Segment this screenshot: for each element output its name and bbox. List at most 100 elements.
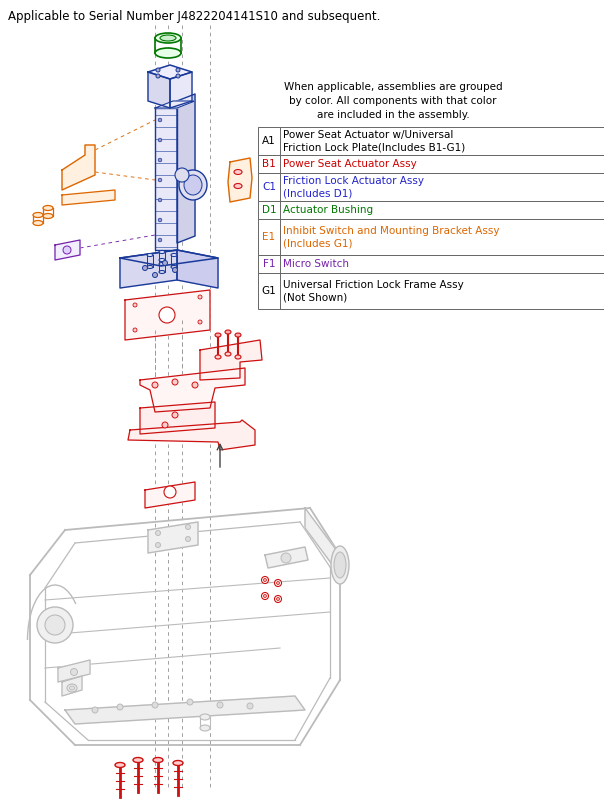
Ellipse shape (159, 262, 165, 266)
Text: A1: A1 (262, 136, 276, 146)
Polygon shape (148, 65, 192, 79)
Ellipse shape (235, 333, 241, 337)
Circle shape (175, 168, 189, 182)
Ellipse shape (171, 254, 177, 257)
Circle shape (274, 579, 281, 586)
Ellipse shape (67, 684, 77, 692)
Ellipse shape (225, 352, 231, 356)
Circle shape (158, 218, 162, 222)
Bar (258, 273, 604, 309)
Polygon shape (177, 250, 218, 288)
Text: Inhibit Switch and Mounting Bracket Assy
(Includes G1): Inhibit Switch and Mounting Bracket Assy… (283, 226, 500, 249)
Text: G1: G1 (262, 286, 277, 296)
Circle shape (185, 525, 190, 530)
Ellipse shape (234, 184, 242, 189)
Circle shape (159, 307, 175, 323)
Ellipse shape (69, 686, 74, 690)
Polygon shape (125, 290, 210, 340)
Ellipse shape (234, 169, 242, 174)
Circle shape (152, 272, 158, 278)
Circle shape (63, 246, 71, 254)
Circle shape (143, 266, 147, 271)
Circle shape (274, 595, 281, 603)
Text: Applicable to Serial Number J4822204141S10 and subsequent.: Applicable to Serial Number J4822204141S… (8, 10, 381, 23)
Circle shape (262, 592, 269, 599)
Circle shape (133, 328, 137, 332)
Circle shape (176, 68, 180, 72)
Ellipse shape (147, 266, 153, 268)
Circle shape (37, 607, 73, 643)
Text: When applicable, assemblies are grouped
by color. All components with that color: When applicable, assemblies are grouped … (284, 82, 503, 120)
Ellipse shape (160, 35, 176, 41)
Polygon shape (145, 482, 195, 508)
Text: Actuator Bushing: Actuator Bushing (283, 205, 373, 215)
Polygon shape (265, 547, 308, 568)
Circle shape (173, 267, 178, 272)
Polygon shape (170, 72, 192, 108)
Polygon shape (200, 340, 262, 380)
Ellipse shape (184, 175, 202, 195)
Circle shape (117, 704, 123, 710)
Polygon shape (65, 696, 305, 724)
Polygon shape (120, 250, 177, 288)
Bar (258, 127, 604, 155)
Ellipse shape (147, 254, 153, 257)
Ellipse shape (159, 250, 165, 254)
Polygon shape (140, 368, 245, 412)
Text: F1: F1 (263, 259, 275, 269)
Circle shape (92, 707, 98, 713)
Polygon shape (148, 72, 170, 108)
Ellipse shape (215, 333, 221, 337)
Polygon shape (305, 508, 340, 575)
Circle shape (152, 382, 158, 388)
Circle shape (263, 578, 266, 582)
Circle shape (156, 74, 160, 78)
Circle shape (158, 198, 162, 202)
Polygon shape (62, 145, 95, 190)
Polygon shape (58, 660, 90, 682)
Polygon shape (228, 158, 252, 202)
Ellipse shape (173, 761, 183, 765)
Circle shape (158, 158, 162, 162)
Polygon shape (128, 420, 255, 450)
Ellipse shape (334, 552, 346, 578)
Text: E1: E1 (262, 232, 275, 242)
Circle shape (247, 703, 253, 709)
Text: Universal Friction Lock Frame Assy
(Not Shown): Universal Friction Lock Frame Assy (Not … (283, 279, 464, 302)
Ellipse shape (133, 757, 143, 762)
Ellipse shape (179, 170, 207, 200)
Polygon shape (62, 676, 82, 696)
Circle shape (164, 486, 176, 498)
Ellipse shape (43, 214, 53, 219)
Ellipse shape (331, 546, 349, 584)
Ellipse shape (155, 33, 181, 43)
Bar (258, 155, 604, 173)
Bar (258, 219, 604, 255)
Circle shape (281, 553, 291, 563)
Ellipse shape (159, 271, 165, 274)
Circle shape (133, 303, 137, 307)
Circle shape (162, 422, 168, 428)
Text: B1: B1 (262, 159, 276, 169)
Circle shape (192, 382, 198, 388)
Circle shape (217, 702, 223, 708)
Circle shape (45, 615, 65, 635)
Ellipse shape (215, 355, 221, 359)
Circle shape (172, 412, 178, 418)
Circle shape (158, 238, 162, 242)
Text: Power Seat Actuator Assy: Power Seat Actuator Assy (283, 159, 417, 169)
Polygon shape (140, 402, 215, 434)
Circle shape (262, 577, 269, 583)
Circle shape (158, 139, 162, 142)
Ellipse shape (43, 206, 53, 211)
Polygon shape (177, 94, 195, 243)
Circle shape (277, 598, 280, 600)
Circle shape (155, 543, 161, 548)
Ellipse shape (159, 258, 165, 262)
Circle shape (158, 118, 162, 122)
Circle shape (185, 536, 190, 542)
Ellipse shape (115, 762, 125, 768)
Circle shape (158, 178, 162, 181)
Circle shape (263, 595, 266, 598)
Circle shape (198, 320, 202, 324)
